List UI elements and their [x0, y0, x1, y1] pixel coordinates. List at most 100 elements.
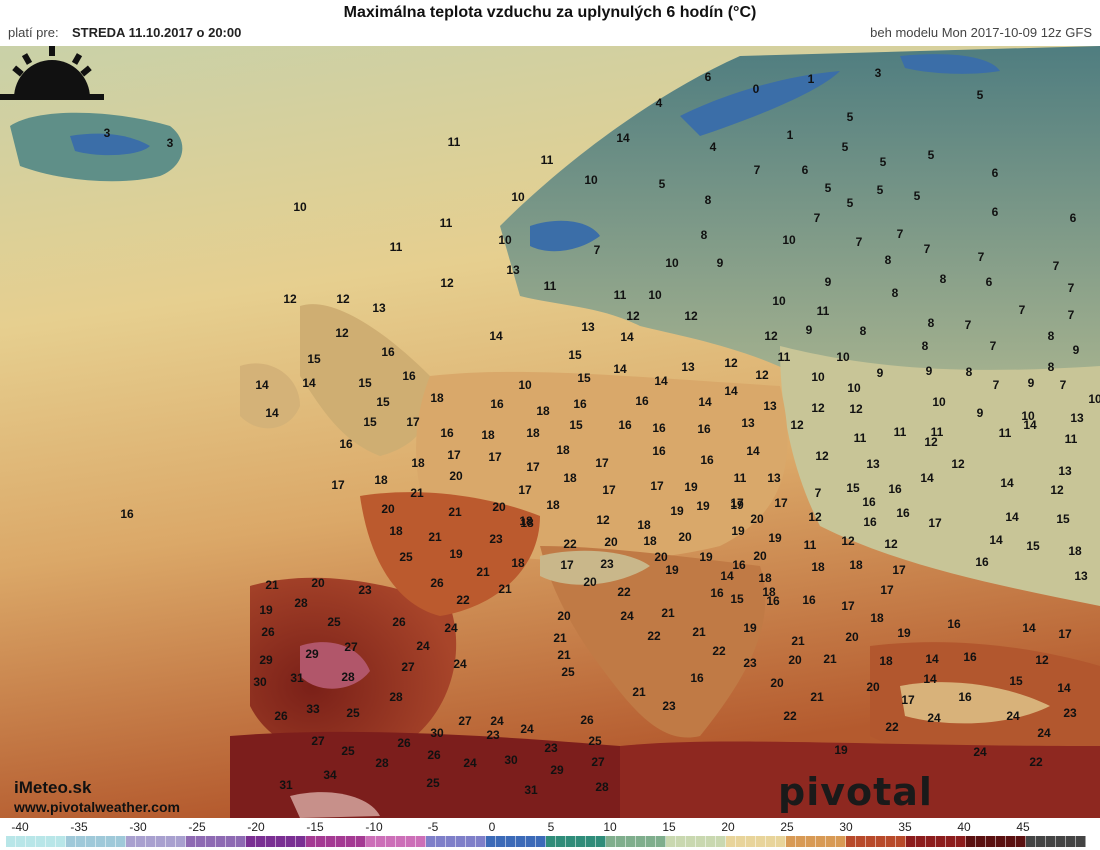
temperature-value: 22: [647, 629, 661, 643]
temperature-value: 13: [1074, 569, 1088, 583]
legend-color-swatch: [536, 836, 546, 847]
legend-tick-label: 0: [488, 820, 496, 834]
legend-color-swatch: [346, 836, 356, 847]
legend-color-swatch: [326, 836, 336, 847]
valid-time-value: STREDA 11.10.2017 o 20:00: [72, 25, 242, 40]
temperature-value: 15: [363, 415, 377, 429]
legend-color-swatch: [1076, 836, 1086, 847]
temperature-value: 11: [543, 279, 557, 293]
temperature-value: 19: [897, 626, 911, 640]
temperature-value: 28: [294, 596, 308, 610]
temperature-value: 7: [753, 163, 761, 177]
temperature-value: 12: [283, 292, 297, 306]
temperature-value: 11: [853, 431, 867, 445]
temperature-value: 22: [783, 709, 797, 723]
temperature-value: 20: [770, 676, 784, 690]
temperature-value: 8: [700, 228, 708, 242]
header: Maximálna teplota vzduchu za uplynulých …: [0, 0, 1100, 46]
legend-color-swatch: [896, 836, 906, 847]
temperature-value: 13: [763, 399, 777, 413]
temperature-value: 19: [665, 563, 679, 577]
temperature-value: 8: [927, 316, 935, 330]
temperature-value: 13: [506, 263, 520, 277]
temperature-value: 10: [782, 233, 796, 247]
temperature-value: 16: [402, 369, 416, 383]
temperature-value: 11: [733, 471, 747, 485]
temperature-value: 15: [846, 481, 860, 495]
legend-color-swatch: [556, 836, 566, 847]
legend-tick-label: -10: [365, 820, 383, 834]
legend-color-swatch: [876, 836, 886, 847]
temperature-value: 27: [311, 734, 325, 748]
temperature-value: 15: [569, 418, 583, 432]
temperature-value: 24: [453, 657, 467, 671]
temperature-value: 12: [626, 309, 640, 323]
temperature-value: 6: [801, 163, 809, 177]
temperature-value: 17: [526, 460, 540, 474]
temperature-value: 7: [593, 243, 601, 257]
legend-color-swatch: [926, 836, 936, 847]
temperature-value: 12: [811, 401, 825, 415]
temperature-value: 24: [444, 621, 458, 635]
legend-color-swatch: [546, 836, 556, 847]
temperature-value: 3: [874, 66, 882, 80]
temperature-value: 20: [557, 609, 571, 623]
legend-color-swatch: [756, 836, 766, 847]
temperature-value: 12: [808, 510, 822, 524]
temperature-value: 12: [596, 513, 610, 527]
legend-color-swatch: [46, 836, 56, 847]
legend-color-swatch: [356, 836, 366, 847]
temperature-value: 9: [1027, 376, 1035, 390]
legend-color-swatch: [576, 836, 586, 847]
temperature-value: 7: [1052, 259, 1060, 273]
temperature-value: 17: [892, 563, 906, 577]
temperature-value: 16: [958, 690, 972, 704]
temperature-value: 7: [1067, 281, 1075, 295]
legend-color-swatch: [966, 836, 976, 847]
temperature-value: 18: [758, 571, 772, 585]
temperature-value: 12: [440, 276, 454, 290]
legend-color-swatch: [1056, 836, 1066, 847]
temperature-value: 17: [602, 483, 616, 497]
temperature-value: 8: [891, 286, 899, 300]
temperature-value: 16: [440, 426, 454, 440]
temperature-value: 28: [341, 670, 355, 684]
temperature-value: 16: [947, 617, 961, 631]
model-run-info: beh modelu Mon 2017-10-09 12z GFS: [870, 25, 1092, 40]
legend-color-swatch: [156, 836, 166, 847]
temperature-value: 11: [389, 240, 403, 254]
temperature-value: 27: [458, 714, 472, 728]
temperature-value: 18: [389, 524, 403, 538]
temperature-value: 18: [849, 558, 863, 572]
legend-color-swatch: [76, 836, 86, 847]
temperature-value: 17: [880, 583, 894, 597]
valid-time-label: platí pre:: [8, 25, 59, 40]
temperature-value: 7: [1018, 303, 1026, 317]
legend-color-swatch: [296, 836, 306, 847]
temperature-value: 30: [253, 675, 267, 689]
temperature-value: 6: [985, 275, 993, 289]
legend-color-swatch: [396, 836, 406, 847]
temperature-value: 15: [1056, 512, 1070, 526]
temperature-value: 22: [712, 644, 726, 658]
temperature-value: 14: [302, 376, 316, 390]
temperature-value: 15: [307, 352, 321, 366]
temperature-value: 29: [259, 653, 273, 667]
temperature-value: 12: [841, 534, 855, 548]
temperature-value: 11: [930, 425, 944, 439]
temperature-value: 7: [814, 486, 822, 500]
temperature-value: 28: [389, 690, 403, 704]
legend-color-swatch: [976, 836, 986, 847]
legend-color-swatch: [676, 836, 686, 847]
temperature-value: 16: [766, 594, 780, 608]
temperature-value: 12: [884, 537, 898, 551]
temperature-value: 5: [876, 183, 884, 197]
temperature-value: 14: [720, 569, 734, 583]
legend-color-swatch: [696, 836, 706, 847]
temperature-value: 14: [1005, 510, 1019, 524]
temperature-value: 7: [896, 227, 904, 241]
legend-color-swatch: [206, 836, 216, 847]
legend-color-swatch: [616, 836, 626, 847]
temperature-value: 7: [977, 250, 985, 264]
legend-tick-label: -20: [247, 820, 265, 834]
